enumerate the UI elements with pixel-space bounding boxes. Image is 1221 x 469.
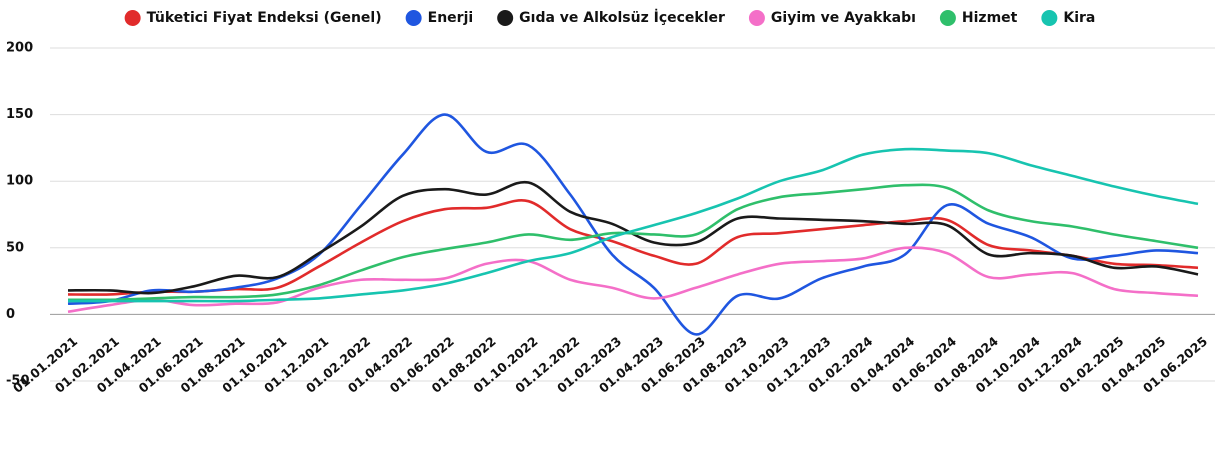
- series-line: [67, 246, 1199, 314]
- legend-label: Hizmet: [962, 10, 1018, 26]
- legend-label: Gıda ve Alkolsüz İçecekler: [519, 9, 725, 26]
- legend-label: Enerji: [428, 10, 474, 26]
- legend-marker: [748, 10, 765, 26]
- legend-marker: [124, 10, 141, 26]
- series-line: [67, 183, 1199, 302]
- legend-label: Tüketici Fiyat Endeksi (Genel): [147, 10, 382, 26]
- y-tick-label: 100: [6, 174, 33, 189]
- series-line: [68, 147, 1199, 303]
- legend-marker: [1041, 10, 1058, 26]
- y-tick-label: 200: [6, 41, 33, 56]
- y-tick-label: 50: [6, 240, 24, 255]
- legend-label: Kira: [1063, 10, 1095, 26]
- series-line: [67, 113, 1199, 336]
- legend-label: Giyim ve Ayakkabı: [771, 10, 916, 26]
- legend-marker: [497, 10, 514, 26]
- series-line: [67, 199, 1199, 296]
- y-tick-label: 150: [6, 107, 33, 122]
- legend-marker: [939, 10, 956, 26]
- y-tick-label: 0: [6, 307, 15, 322]
- y-tick-label: -50: [6, 374, 30, 389]
- legend: Tüketici Fiyat Endeksi (Genel) Enerji Gıda…: [124, 9, 1095, 26]
- legend-marker: [405, 10, 422, 26]
